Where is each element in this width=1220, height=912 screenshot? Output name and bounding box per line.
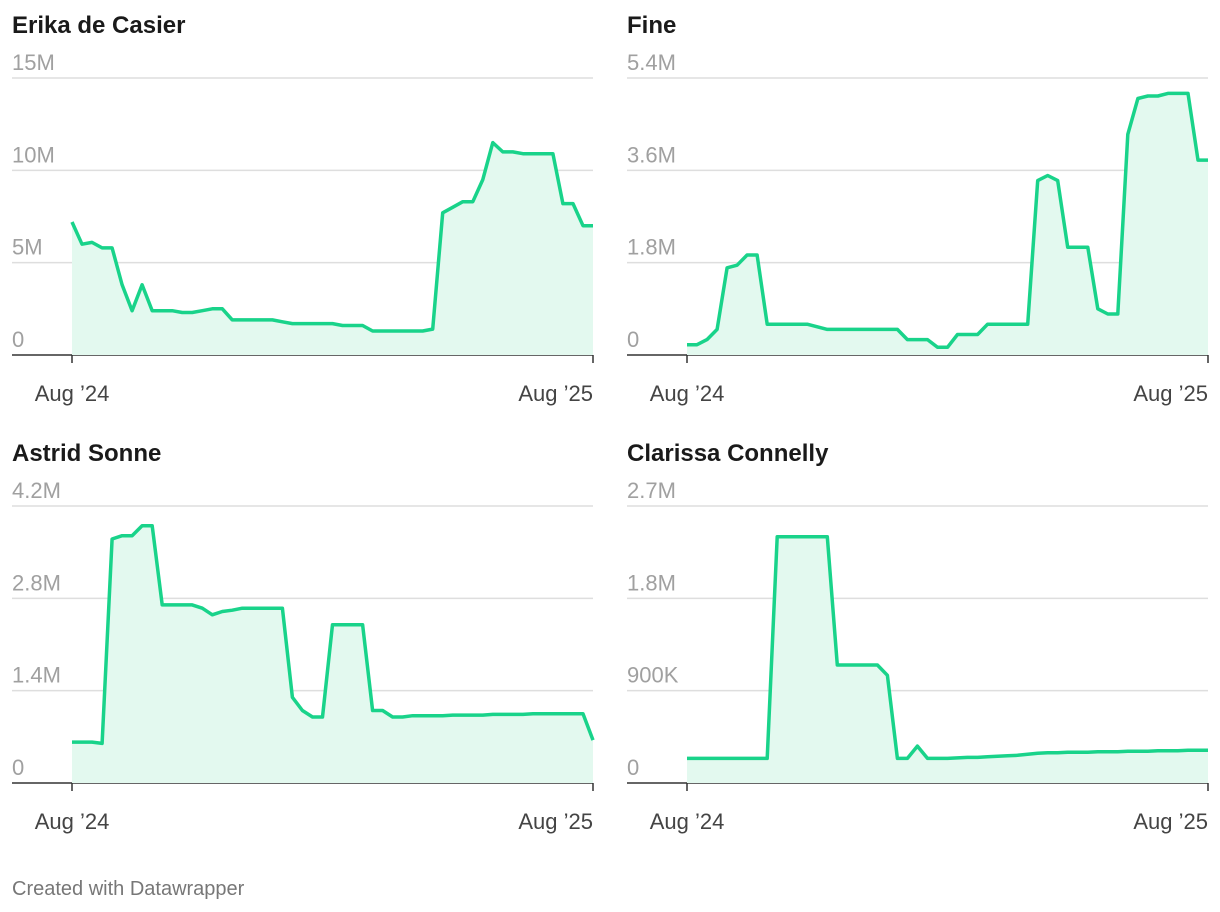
area <box>687 536 1208 783</box>
y-tick-label: 0 <box>627 327 639 352</box>
line <box>70 140 593 333</box>
y-tick-label: 5.4M <box>627 50 676 75</box>
footer: Created with Datawrapper <box>12 878 245 900</box>
y-tick-label: 900K <box>627 663 679 688</box>
y-tick-label: 5M <box>12 235 43 260</box>
y-tick-label: 1.8M <box>627 570 676 595</box>
y-tick-label: 3.6M <box>627 142 676 167</box>
chart-title: Clarissa Connelly <box>627 440 829 467</box>
y-tick-label: 15M <box>12 50 55 75</box>
y-tick-label: 2.8M <box>12 570 61 595</box>
y-tick-label: 4.2M <box>12 478 61 503</box>
y-tick-label: 1.8M <box>627 235 676 260</box>
x-tick-label: Aug ’24 <box>650 381 725 406</box>
area <box>687 93 1208 356</box>
line <box>687 535 1208 761</box>
chart-title: Fine <box>627 12 676 39</box>
y-tick-label: 0 <box>12 327 24 352</box>
area <box>72 142 593 355</box>
line <box>687 91 1208 350</box>
x-tick-label: Aug ’25 <box>1133 381 1208 406</box>
y-tick-label: 10M <box>12 142 55 167</box>
x-tick-label: Aug ’25 <box>1133 809 1208 834</box>
y-tick-label: 2.7M <box>627 478 676 503</box>
x-tick-label: Aug ’24 <box>35 381 110 406</box>
x-tick-label: Aug ’24 <box>35 809 110 834</box>
x-tick-label: Aug ’24 <box>650 809 725 834</box>
chart-title: Erika de Casier <box>12 12 185 39</box>
y-tick-label: 0 <box>627 755 639 780</box>
chart-title: Astrid Sonne <box>12 440 161 467</box>
line <box>72 524 595 746</box>
area <box>72 525 593 783</box>
y-tick-label: 0 <box>12 755 24 780</box>
x-tick-label: Aug ’25 <box>518 809 593 834</box>
y-tick-label: 1.4M <box>12 663 61 688</box>
x-tick-label: Aug ’25 <box>518 381 593 406</box>
